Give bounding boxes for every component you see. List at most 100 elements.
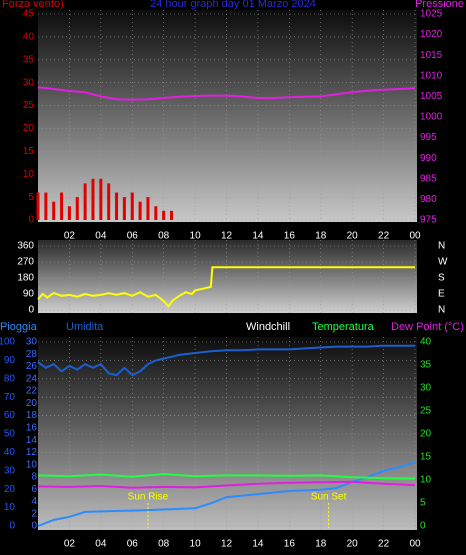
legend-label: Temperatura bbox=[312, 321, 375, 333]
legend-label: Umidita bbox=[66, 321, 104, 333]
y-tick-label: 0 bbox=[28, 215, 34, 226]
y2-tick-label: 30 bbox=[420, 383, 432, 394]
y2-tick-label: 1015 bbox=[420, 50, 443, 61]
y2-tick-label: 985 bbox=[420, 173, 437, 184]
y2-tick-label: N bbox=[438, 241, 445, 252]
series-line bbox=[37, 344, 415, 377]
y-tick-label: 5 bbox=[28, 192, 34, 203]
y2-tick-label: 40 bbox=[420, 337, 432, 348]
x-tick-label: 08 bbox=[158, 539, 170, 550]
y3-tick-label: 18 bbox=[26, 410, 38, 421]
y-tick-label: 10 bbox=[23, 169, 35, 180]
bar bbox=[99, 178, 103, 220]
y3-tick-label: 30 bbox=[26, 337, 38, 348]
x-tick-label: 14 bbox=[252, 231, 264, 242]
y3-tick-label: 14 bbox=[26, 435, 38, 446]
legend-label: Windchill bbox=[246, 321, 290, 333]
bar bbox=[146, 197, 150, 220]
y-tick-label: 180 bbox=[17, 273, 34, 284]
y3-tick-label: 10 bbox=[26, 459, 38, 470]
y2-tick-label: 1005 bbox=[420, 91, 443, 102]
bar bbox=[67, 206, 71, 220]
y-tick-label: 15 bbox=[23, 146, 35, 157]
y2-tick-label: 15 bbox=[420, 452, 432, 463]
x-tick-label: 14 bbox=[252, 539, 264, 550]
series-line bbox=[37, 461, 416, 527]
y2-tick-label: 1025 bbox=[420, 9, 443, 20]
x-tick-label: 22 bbox=[378, 539, 390, 550]
y-tick-label: 0 bbox=[28, 305, 34, 316]
bar bbox=[107, 183, 111, 220]
y2-tick-label: 1010 bbox=[420, 70, 443, 81]
y2-tick-label: 0 bbox=[420, 521, 426, 532]
y2-tick-label: 5 bbox=[420, 498, 426, 509]
x-tick-label: 02 bbox=[64, 231, 76, 242]
y2-tick-label: E bbox=[438, 289, 445, 300]
plot-area bbox=[38, 10, 417, 222]
plot-area bbox=[38, 240, 417, 313]
y2-tick-label: 995 bbox=[420, 132, 437, 143]
y-tick-label: 10 bbox=[4, 502, 16, 513]
y2-tick-label: S bbox=[438, 273, 445, 284]
y-tick-label: 30 bbox=[23, 77, 35, 88]
bar bbox=[83, 183, 87, 220]
x-tick-label: 00 bbox=[409, 231, 421, 242]
y3-tick-label: 0 bbox=[31, 521, 37, 532]
bar bbox=[60, 192, 64, 220]
y3-tick-label: 22 bbox=[26, 386, 38, 397]
bar bbox=[162, 210, 166, 220]
series-line bbox=[37, 472, 416, 480]
bar bbox=[36, 192, 40, 220]
y-tick-label: 90 bbox=[23, 289, 35, 300]
y2-tick-label: 980 bbox=[420, 194, 437, 205]
y2-tick-label: 20 bbox=[420, 429, 432, 440]
bar bbox=[122, 197, 126, 220]
y-tick-label: 100 bbox=[0, 337, 15, 348]
y3-tick-label: 2 bbox=[31, 508, 37, 519]
bar bbox=[52, 201, 56, 220]
x-tick-label: 18 bbox=[315, 539, 327, 550]
annotation: Sun Set bbox=[311, 492, 347, 503]
y2-tick-label: 10 bbox=[420, 475, 432, 486]
y2-tick-label: 1000 bbox=[420, 112, 443, 123]
y-tick-label: 70 bbox=[4, 392, 16, 403]
x-tick-label: 06 bbox=[127, 539, 139, 550]
y2-tick-label: 990 bbox=[420, 153, 437, 164]
y-tick-label: 25 bbox=[23, 100, 35, 111]
y2-tick-label: 35 bbox=[420, 360, 432, 371]
y-tick-label: 90 bbox=[4, 355, 16, 366]
y-tick-label: 45 bbox=[23, 9, 35, 20]
y-tick-label: 35 bbox=[23, 54, 35, 65]
y2-tick-label: 1020 bbox=[420, 29, 443, 40]
x-tick-label: 20 bbox=[347, 539, 359, 550]
legend-label: Dew Point (°C) bbox=[391, 321, 464, 333]
y-tick-label: 270 bbox=[17, 257, 34, 268]
y2-tick-label: N bbox=[438, 305, 445, 316]
x-tick-label: 06 bbox=[127, 231, 139, 242]
y-axis-title: Forza vento) bbox=[2, 0, 64, 10]
bar bbox=[130, 192, 134, 220]
series-line bbox=[37, 480, 416, 489]
bar bbox=[91, 178, 95, 220]
x-tick-label: 08 bbox=[158, 231, 170, 242]
y-tick-label: 60 bbox=[4, 410, 16, 421]
y3-tick-label: 4 bbox=[31, 496, 37, 507]
y3-tick-label: 16 bbox=[26, 423, 38, 434]
y-tick-label: 20 bbox=[4, 484, 16, 495]
legend-label: Pioggia bbox=[0, 321, 38, 333]
x-tick-label: 02 bbox=[64, 539, 76, 550]
x-tick-label: 12 bbox=[221, 231, 233, 242]
x-tick-label: 00 bbox=[409, 539, 421, 550]
y-tick-label: 40 bbox=[23, 32, 35, 43]
y-tick-label: 50 bbox=[4, 429, 16, 440]
chart-title: 24 hour graph day 01 Marzo 2024 bbox=[150, 0, 316, 10]
x-tick-label: 04 bbox=[95, 231, 107, 242]
y3-tick-label: 8 bbox=[31, 472, 37, 483]
x-tick-label: 18 bbox=[315, 231, 327, 242]
y-tick-label: 30 bbox=[4, 465, 16, 476]
y-tick-label: 0 bbox=[9, 521, 15, 532]
x-tick-label: 04 bbox=[95, 539, 107, 550]
y-tick-label: 40 bbox=[4, 447, 16, 458]
y3-tick-label: 28 bbox=[26, 349, 38, 360]
y3-tick-label: 12 bbox=[26, 447, 38, 458]
